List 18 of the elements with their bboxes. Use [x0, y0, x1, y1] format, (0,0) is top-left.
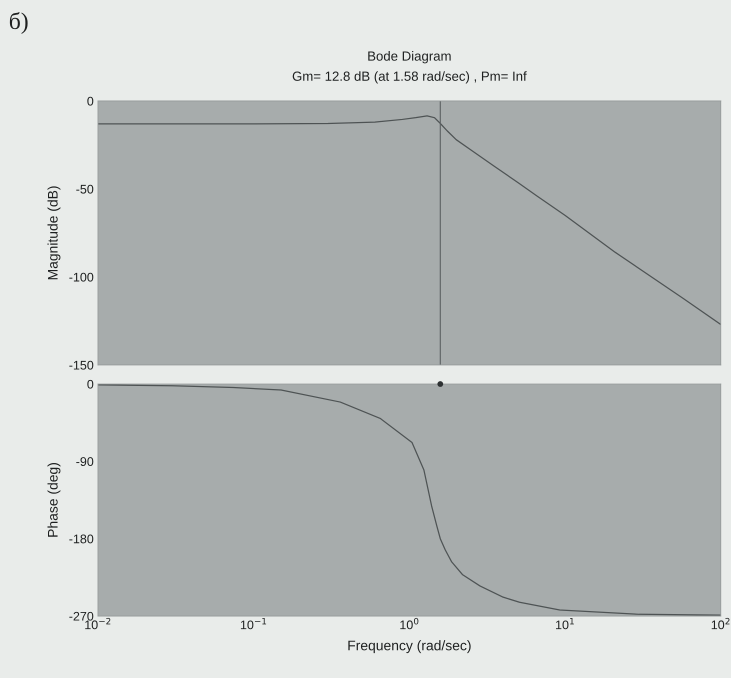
text: б) [10, 12, 28, 34]
y-axis-title: Phase (deg) [47, 463, 60, 537]
y-tick-label: 0 [87, 96, 94, 106]
y-tick-label: -150 [69, 360, 94, 370]
x-axis-title: Frequency (rad/sec) [348, 640, 471, 654]
y-axis-title: Magnitude (dB) [47, 186, 60, 280]
x-tick-label: 10$^{1}$ [556, 618, 574, 630]
y-tick-label: -50 [76, 184, 94, 194]
y-tick-label: -90 [76, 457, 94, 466]
x-tick-label: 10$^{2}$ [712, 618, 730, 630]
y-tick-label: -100 [69, 272, 94, 282]
x-tick-label: 10$^{−1}$ [240, 618, 266, 630]
y-tick-label: -270 [69, 612, 94, 621]
x-tick-label: 10$^{0}$ [400, 618, 418, 630]
chart-subtitle: Gm= 12.8 dB (at 1.58 rad/sec) , Pm= Inf [292, 71, 527, 84]
chart-title: Bode Diagram [368, 51, 451, 64]
y-tick-label: 0 [87, 380, 94, 389]
y-tick-label: -180 [69, 534, 94, 544]
